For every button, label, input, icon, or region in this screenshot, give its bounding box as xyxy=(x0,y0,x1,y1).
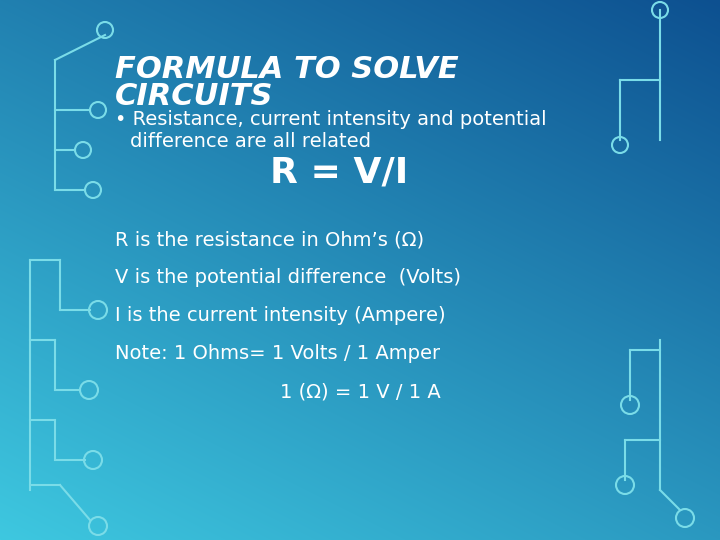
Text: FORMULA TO SOLVE: FORMULA TO SOLVE xyxy=(115,55,459,84)
Text: R is the resistance in Ohm’s (Ω): R is the resistance in Ohm’s (Ω) xyxy=(115,230,424,249)
Text: V is the potential difference  (Volts): V is the potential difference (Volts) xyxy=(115,268,461,287)
Text: CIRCUITS: CIRCUITS xyxy=(115,82,274,111)
Text: 1 (Ω) = 1 V / 1 A: 1 (Ω) = 1 V / 1 A xyxy=(279,382,441,401)
Text: • Resistance, current intensity and potential: • Resistance, current intensity and pote… xyxy=(115,110,546,129)
Text: I is the current intensity (Ampere): I is the current intensity (Ampere) xyxy=(115,306,446,325)
Text: R = V/I: R = V/I xyxy=(270,155,408,189)
Text: difference are all related: difference are all related xyxy=(130,132,371,151)
Text: Note: 1 Ohms= 1 Volts / 1 Amper: Note: 1 Ohms= 1 Volts / 1 Amper xyxy=(115,344,440,363)
